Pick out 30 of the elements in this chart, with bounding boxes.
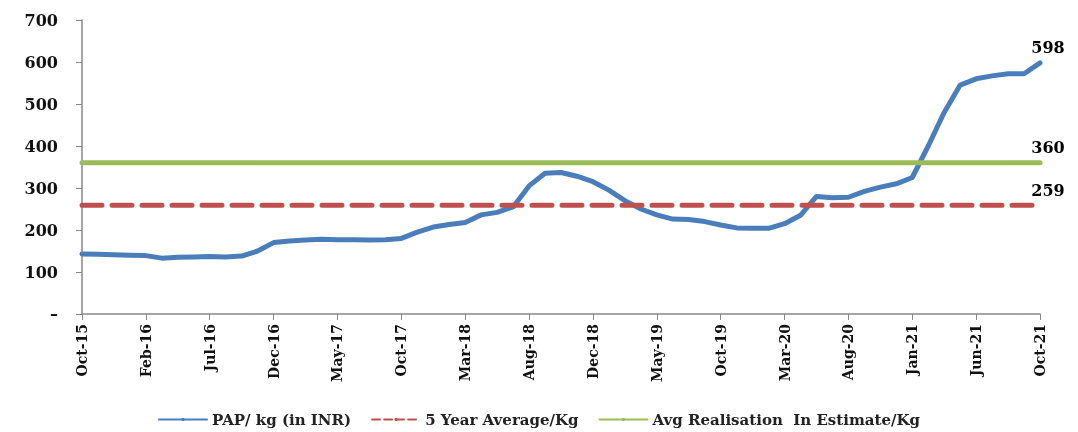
x-tick-label: Dec-18 (584, 324, 601, 379)
x-tick-label: Aug-18 (521, 324, 538, 382)
x-tick-label: Mar-20 (776, 323, 793, 382)
x-tick-label: Aug-20 (840, 323, 857, 382)
data-label: 598 (1031, 38, 1065, 58)
x-tick-label: May-17 (329, 324, 346, 382)
x-tick-label: Mar-18 (457, 324, 474, 382)
x-tick-label: Feb-16 (137, 324, 154, 378)
x-tick-label: Jan-21 (904, 324, 921, 378)
x-tick-label: May-19 (648, 324, 665, 382)
x-tick-label: Oct-15 (74, 324, 90, 377)
y-tick-label: 300 (24, 178, 58, 198)
y-tick-label: 600 (24, 52, 58, 72)
y-tick-label: 100 (24, 262, 58, 282)
data-label: 259 (1031, 180, 1065, 200)
legend-label: Avg Realisation In Estimate/Kg (651, 410, 921, 429)
x-tick-label: Oct-17 (393, 324, 410, 377)
legend-label: 5 Year Average/Kg (425, 410, 580, 429)
x-tick-label: Oct-21 (1032, 324, 1048, 377)
y-tick-label: 200 (24, 220, 58, 240)
data-label: 360 (1031, 138, 1065, 158)
y-tick-label: 400 (24, 136, 58, 156)
y-tick-label: – (50, 304, 58, 324)
legend-label: PAP/ kg (in INR) (212, 410, 352, 429)
x-tick-label: Jul-16 (201, 324, 218, 374)
x-tick-label: Dec-16 (265, 324, 282, 379)
x-tick-label: Jun-21 (968, 324, 985, 379)
x-tick-label: Oct-19 (712, 324, 729, 377)
y-tick-label: 700 (24, 10, 58, 30)
y-tick-label: 500 (24, 94, 58, 114)
